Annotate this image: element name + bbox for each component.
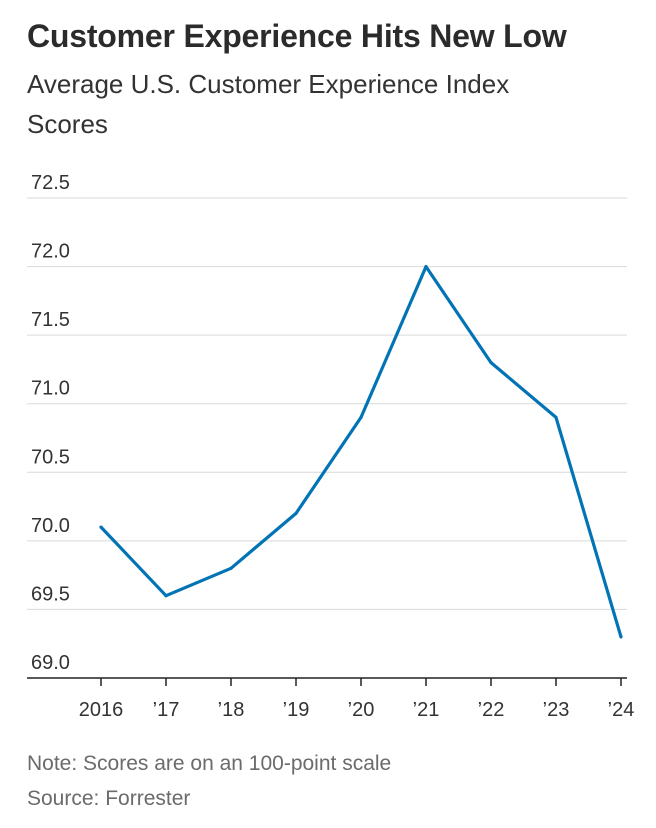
y-tick-label: 70.0 (31, 515, 70, 537)
series (99, 264, 623, 639)
line-chart: 72.5 72.0 71.5 71.0 70.5 70.0 69.5 69.0 2016 ’17… (27, 172, 635, 721)
chart-source: Source: Forrester (27, 787, 191, 810)
x-tick-label: ’22 (478, 699, 505, 721)
y-tick-label: 72.0 (31, 241, 70, 263)
y-tick-label: 69.5 (31, 583, 70, 605)
x-tick-label: 2016 (79, 699, 124, 721)
chart-note: Note: Scores are on an 100-point scale (27, 752, 392, 775)
gridlines (27, 197, 627, 679)
data-point (489, 360, 493, 365)
data-point (229, 566, 233, 570)
x-axis: 2016 ’17 ’18 ’19 ’20 ’21 ’22 ’23 ’24 (79, 678, 635, 721)
y-tick-label: 71.5 (31, 309, 70, 331)
x-tick-label: ’19 (283, 699, 310, 721)
y-tick-label: 69.0 (31, 652, 70, 674)
data-point (164, 594, 168, 598)
data-point (424, 264, 428, 269)
y-axis-ticks: 72.5 72.0 71.5 71.0 70.5 70.0 69.5 69.0 (31, 172, 70, 674)
x-tick-label: ’24 (608, 699, 635, 721)
y-tick-label: 72.5 (31, 172, 70, 194)
x-tick-label: ’18 (218, 699, 245, 721)
x-tick-label: ’23 (543, 699, 570, 721)
chart-subtitle: Average U.S. Customer Experience Index S… (27, 69, 510, 139)
y-tick-label: 71.0 (31, 378, 70, 400)
x-tick-label: ’17 (153, 699, 180, 721)
data-point (554, 415, 558, 420)
data-point (99, 525, 103, 529)
x-tick-label: ’21 (413, 699, 440, 721)
series-line (99, 264, 623, 638)
chart-title: Customer Experience Hits New Low (27, 18, 567, 54)
data-point (359, 415, 363, 420)
data-point (294, 511, 298, 516)
y-tick-label: 70.5 (31, 446, 70, 468)
data-point (619, 635, 623, 639)
x-tick-label: ’20 (348, 699, 375, 721)
